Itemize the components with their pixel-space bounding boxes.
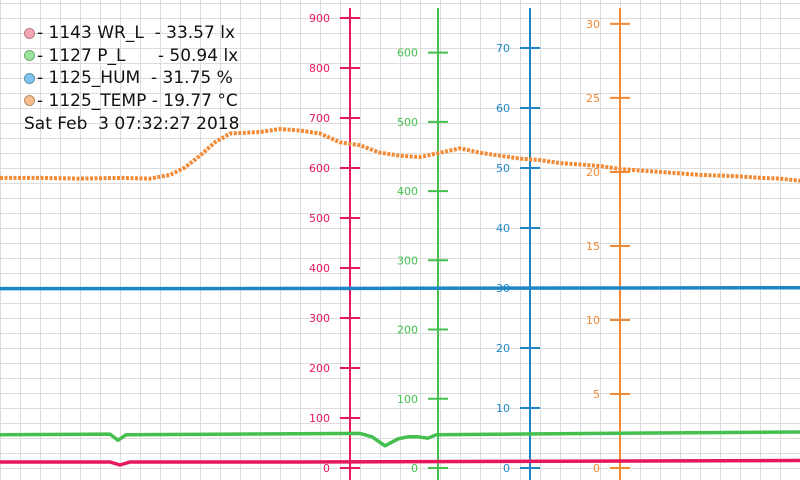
temp-tick-label: 5 <box>593 388 600 401</box>
temp-tick-label: 15 <box>586 240 600 253</box>
legend-dot-icon <box>24 72 35 84</box>
temp-tick-label: 25 <box>586 92 600 105</box>
p_l-tick-label: 300 <box>397 254 418 267</box>
p_l-tick-label: 500 <box>397 116 418 129</box>
hum-tick-label: 20 <box>496 342 510 355</box>
legend: - 1143 WR_L - 33.57 lx - 1127 P_L - 50.94… <box>24 22 239 136</box>
wr_l-tick-label: 0 <box>323 462 330 475</box>
legend-label: - 1125_HUM - 31.75 % <box>37 68 233 88</box>
temp-series-line <box>0 127 800 183</box>
legend-label: - 1143 WR_L - 33.57 lx <box>37 23 235 43</box>
hum-tick-label: 70 <box>496 42 510 55</box>
legend-item: - 1125_HUM - 31.75 % <box>24 67 239 90</box>
wr_l-series-line <box>0 458 800 467</box>
legend-dot-icon <box>24 95 35 107</box>
legend-item: - 1127 P_L - 50.94 lx <box>24 45 239 68</box>
legend-item: - 1143 WR_L - 33.57 lx <box>24 22 239 45</box>
p_l-tick-label: 200 <box>397 324 418 337</box>
p_l-tick-label: 400 <box>397 185 418 198</box>
temp-tick-label: 10 <box>586 314 600 327</box>
legend-dot-icon <box>24 27 35 39</box>
wr_l-tick-label: 400 <box>309 262 330 275</box>
p_l-series-line <box>0 430 800 448</box>
p_l-tick-label: 0 <box>411 462 418 475</box>
temp-tick-label: 0 <box>593 462 600 475</box>
temp-tick-label: 30 <box>586 18 600 31</box>
legend-dot-icon <box>24 50 35 62</box>
hum-tick-label: 40 <box>496 222 510 235</box>
wr_l-tick-label: 800 <box>309 62 330 75</box>
series-group <box>0 127 800 467</box>
p_l-tick-label: 100 <box>397 393 418 406</box>
temp-tick-label: 20 <box>586 166 600 179</box>
wr_l-tick-label: 900 <box>309 12 330 25</box>
wr_l-tick-label: 500 <box>309 212 330 225</box>
p_l-tick-label: 600 <box>397 47 418 60</box>
wr_l-tick-label: 100 <box>309 412 330 425</box>
hum-series-line <box>0 285 800 291</box>
axes: 0100200300400500600700800900010020030040… <box>309 8 630 480</box>
hum-tick-label: 10 <box>496 402 510 415</box>
timestamp: Sat Feb 3 07:32:27 2018 <box>24 114 240 134</box>
hum-tick-label: 50 <box>496 162 510 175</box>
legend-label: - 1127 P_L - 50.94 lx <box>37 45 239 66</box>
legend-rows: - 1143 WR_L - 33.57 lx - 1127 P_L - 50.94… <box>24 22 239 112</box>
hum-tick-label: 0 <box>503 462 510 475</box>
wr_l-tick-label: 300 <box>309 312 330 325</box>
wr_l-tick-label: 700 <box>309 112 330 125</box>
wr_l-tick-label: 200 <box>309 362 330 375</box>
wr_l-tick-label: 600 <box>309 162 330 175</box>
hum-tick-label: 60 <box>496 102 510 115</box>
legend-item: - 1125_TEMP - 19.77 °C <box>24 90 239 113</box>
legend-label: - 1125_TEMP - 19.77 °C <box>37 90 238 111</box>
